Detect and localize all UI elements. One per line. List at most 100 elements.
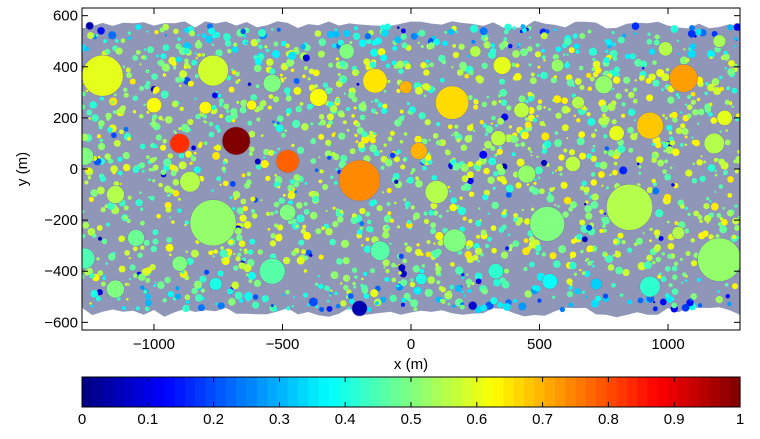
circle-mark: [529, 206, 566, 242]
small-circle: [444, 291, 453, 300]
small-circle: [400, 28, 406, 34]
small-circle: [129, 264, 136, 271]
small-circle: [479, 219, 482, 222]
small-circle: [432, 210, 439, 216]
small-circle: [318, 38, 327, 46]
small-circle: [247, 249, 254, 255]
small-circle: [537, 99, 543, 104]
small-circle: [178, 127, 182, 131]
small-circle: [553, 260, 561, 268]
small-circle: [127, 283, 130, 286]
circle-mark: [198, 100, 213, 115]
small-circle: [254, 57, 263, 66]
small-circle: [611, 282, 616, 288]
small-circle: [314, 168, 319, 173]
small-circle: [484, 140, 492, 149]
small-circle: [699, 175, 706, 182]
small-circle: [651, 142, 656, 146]
small-circle: [123, 163, 131, 172]
circle-mark: [189, 199, 237, 247]
circle-mark: [399, 80, 413, 94]
small-circle: [428, 138, 431, 142]
small-circle: [119, 105, 126, 112]
small-circle: [684, 135, 688, 139]
small-circle: [662, 114, 665, 117]
small-circle: [96, 289, 103, 296]
small-circle: [337, 216, 344, 223]
small-circle: [692, 162, 695, 166]
small-circle: [353, 285, 357, 289]
small-circle: [201, 52, 206, 57]
small-circle: [366, 219, 372, 225]
small-circle: [552, 295, 556, 299]
circle-mark: [442, 228, 467, 253]
small-circle: [554, 139, 563, 148]
small-circle: [529, 261, 535, 268]
small-circle: [528, 95, 534, 102]
small-circle: [87, 175, 92, 180]
colorbar-step: [359, 377, 371, 407]
small-circle: [189, 30, 196, 37]
small-circle: [554, 169, 558, 172]
small-circle: [219, 114, 224, 119]
small-circle: [184, 220, 189, 225]
small-circle: [551, 171, 555, 174]
circle-mark: [246, 99, 257, 111]
large-circles: [82, 21, 740, 317]
small-circle: [475, 234, 481, 239]
small-circle: [174, 131, 177, 135]
small-circle: [243, 221, 252, 229]
small-circle: [654, 34, 660, 40]
small-circle: [491, 115, 496, 121]
small-circle: [449, 203, 457, 212]
small-circle: [679, 111, 683, 114]
colorbar-step: [297, 377, 309, 407]
small-circle: [475, 160, 482, 167]
colorbar-step: [709, 377, 721, 407]
circle-mark: [127, 229, 145, 247]
small-circle: [495, 124, 499, 128]
small-circle: [604, 253, 608, 257]
small-circle: [566, 61, 569, 64]
small-circle: [326, 30, 335, 39]
small-circle: [416, 243, 420, 247]
small-circle: [172, 190, 180, 197]
small-circle: [282, 256, 291, 265]
small-circle: [481, 101, 488, 108]
small-circle: [260, 134, 264, 137]
small-circle: [253, 279, 262, 288]
small-circle: [652, 79, 660, 87]
small-circle: [536, 115, 539, 118]
small-circle: [232, 207, 236, 211]
small-circle: [197, 53, 202, 57]
small-circle: [603, 134, 608, 139]
small-circle: [685, 279, 688, 283]
small-circle: [478, 207, 481, 210]
small-circle: [727, 24, 734, 31]
small-circle: [405, 245, 413, 253]
small-circle: [647, 32, 651, 36]
small-circle: [353, 106, 357, 110]
small-circle: [334, 28, 338, 32]
small-circle: [479, 120, 484, 125]
small-circle: [520, 24, 526, 29]
small-circle: [144, 83, 150, 90]
small-circle: [370, 289, 379, 298]
small-circle: [523, 218, 531, 225]
small-circle: [594, 66, 602, 74]
small-circle: [663, 149, 667, 153]
small-circle: [602, 228, 607, 233]
small-circle: [425, 59, 430, 63]
small-circle: [522, 28, 527, 33]
small-circle: [708, 112, 713, 117]
small-circle: [217, 94, 222, 98]
colorbar-step: [524, 377, 535, 407]
small-circle: [592, 60, 601, 69]
small-circle: [285, 95, 292, 102]
small-circle: [361, 135, 370, 144]
small-circle: [355, 122, 361, 128]
circle-mark: [594, 75, 614, 94]
small-circle: [287, 191, 296, 200]
small-circle: [96, 257, 100, 261]
small-circle: [687, 94, 692, 100]
